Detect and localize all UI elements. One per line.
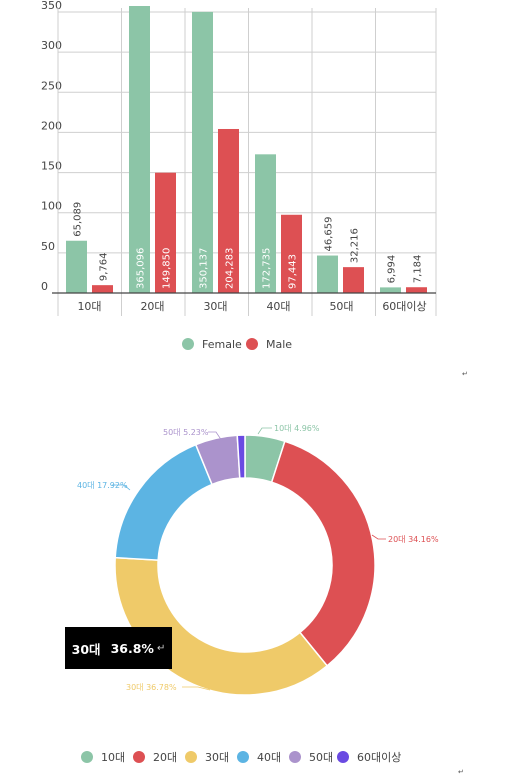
y-tick-label: 350	[41, 0, 62, 12]
donut-legend: 10대 20대 30대 40대 50대 60대이상	[81, 751, 401, 764]
bar-value-label: 97,443	[288, 254, 299, 289]
bar-value-label: 6,994	[387, 255, 398, 284]
legend-label: Female	[202, 338, 242, 351]
legend-label: 20대	[153, 751, 177, 764]
bar-female[interactable]	[317, 255, 338, 293]
slice-leader-line	[371, 534, 386, 540]
x-tick-label: 20대	[140, 300, 164, 313]
tooltip-return-mark: ↵	[156, 642, 166, 654]
donut-slice[interactable]	[114, 443, 214, 561]
tooltip-value: 36.8%	[110, 640, 154, 656]
bar-male[interactable]	[155, 172, 176, 293]
legend-swatch	[237, 751, 249, 763]
slice-leader-line	[112, 484, 131, 491]
bar-chart: 0 50 100 150 200 250 300 350 65,089 365,096 350,13…	[41, 0, 437, 351]
bar-female[interactable]	[66, 240, 87, 293]
bar-male[interactable]	[406, 287, 427, 293]
slice-leader-line	[257, 427, 272, 435]
bar-value-label: 9,764	[99, 253, 110, 282]
legend-label: Male	[266, 338, 292, 351]
legend-swatch	[81, 751, 93, 763]
bar-value-label: 46,659	[324, 217, 335, 252]
legend-swatch	[289, 751, 301, 763]
x-tick-label: 50대	[329, 300, 353, 313]
y-tick-label: 200	[41, 119, 62, 132]
slice-leader-line	[182, 686, 211, 691]
slice-label: 10대 4.96%	[274, 424, 320, 433]
y-tick-label: 300	[41, 39, 62, 52]
legend-swatch	[185, 751, 197, 763]
x-tick-label: 60대이상	[382, 300, 426, 313]
legend-label: 60대이상	[357, 751, 401, 764]
bar-value-label: 172,735	[262, 248, 273, 289]
slice-label: 20대 34.16%	[388, 535, 439, 544]
y-tick-label: 50	[41, 240, 55, 253]
legend-swatch	[133, 751, 145, 763]
y-tick-label: 0	[41, 280, 48, 293]
donut-slice[interactable]	[270, 440, 376, 667]
bar-male[interactable]	[343, 267, 364, 293]
tooltip-label: 30대	[71, 641, 101, 657]
y-tick-label: 100	[41, 200, 62, 213]
corner-mark: ↵	[462, 370, 468, 378]
legend-label: 30대	[205, 751, 229, 764]
bar-male[interactable]	[281, 214, 302, 293]
legend-swatch	[182, 338, 194, 350]
bar-value-label: 350,137	[199, 248, 210, 289]
donut-chart: 10대 4.96% 20대 34.16% 30대 36.78% 40대 17.92% 5…	[77, 424, 439, 764]
x-tick-label: 30대	[203, 300, 227, 313]
bar-female[interactable]	[255, 154, 276, 293]
x-tick-label: 40대	[266, 300, 290, 313]
bar-value-label: 7,184	[413, 255, 424, 284]
y-tick-label: 250	[41, 79, 62, 92]
slice-label: 50대 5.23%	[163, 428, 209, 437]
bar-value-label: 149,850	[162, 248, 173, 289]
bar-male[interactable]	[92, 285, 113, 293]
bar-value-label: 365,096	[136, 248, 147, 289]
bar-legend: Female Male	[182, 338, 292, 351]
legend-label: 40대	[257, 751, 281, 764]
legend-swatch	[246, 338, 258, 350]
bar-value-label: 32,216	[350, 228, 361, 263]
legend-swatch	[337, 751, 349, 763]
bar-male[interactable]	[218, 128, 239, 293]
bar-female[interactable]	[129, 6, 150, 293]
legend-label: 50대	[309, 751, 333, 764]
bar-value-label: 65,089	[73, 202, 84, 237]
slice-label: 30대 36.78%	[126, 683, 177, 692]
x-tick-label: 10대	[77, 300, 101, 313]
bar-value-label: 204,283	[225, 248, 236, 289]
y-tick-label: 150	[41, 160, 62, 173]
bar-female[interactable]	[380, 287, 401, 293]
slice-label: 40대 17.92%	[77, 481, 128, 490]
slice-leader-line	[208, 431, 223, 442]
donut-slice[interactable]	[236, 434, 246, 479]
pie-tooltip: 30대 36.8% ↵	[65, 627, 172, 669]
bar-female[interactable]	[192, 11, 213, 293]
corner-mark: ↵	[458, 768, 464, 776]
legend-label: 10대	[101, 751, 125, 764]
